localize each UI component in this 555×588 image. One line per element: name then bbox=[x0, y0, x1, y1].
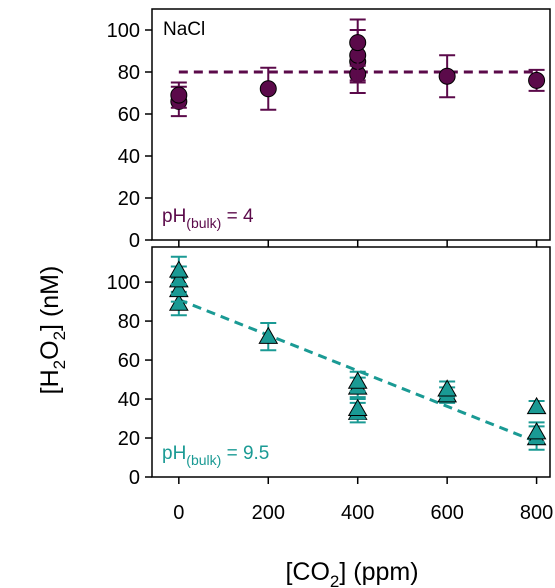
data-point bbox=[438, 67, 456, 85]
data-point bbox=[168, 260, 189, 278]
data-point bbox=[528, 71, 546, 89]
plot-frame-bottom bbox=[151, 246, 551, 478]
x-axis-label: [CO2] (ppm) bbox=[285, 558, 418, 588]
ph-label-value: = 4 bbox=[221, 206, 254, 227]
x-axis-label-open: [CO bbox=[285, 558, 329, 586]
x-axis-label-close: ] (ppm) bbox=[339, 558, 418, 586]
y-tick-label: 80 bbox=[118, 62, 140, 84]
ph-label: pH(bulk) = 4 bbox=[162, 206, 254, 231]
y-tick-label: 0 bbox=[129, 230, 140, 252]
ph-label: pH(bulk) = 9.5 bbox=[162, 443, 269, 468]
y-tick-label: 100 bbox=[107, 20, 140, 42]
ph-label-base: pH bbox=[162, 206, 186, 227]
x-axis-label-sub: 2 bbox=[330, 572, 339, 588]
data-point bbox=[437, 379, 458, 397]
ph-label-subscript: (bulk) bbox=[186, 452, 221, 468]
y-tick-label: 100 bbox=[107, 272, 140, 294]
data-point bbox=[258, 326, 279, 344]
y-tick-label: 20 bbox=[118, 188, 140, 210]
x-tick-label: 800 bbox=[520, 502, 553, 524]
y-axis-label-sub1: 2 bbox=[50, 360, 69, 369]
x-tick-label: 0 bbox=[173, 502, 184, 524]
y-axis-label-sub2: 2 bbox=[50, 331, 69, 340]
x-tick-label: 200 bbox=[252, 502, 285, 524]
data-point bbox=[259, 80, 277, 98]
x-tick-label: 400 bbox=[341, 502, 374, 524]
y-tick-label: 60 bbox=[118, 350, 140, 372]
y-tick-label: 0 bbox=[129, 467, 140, 489]
data-point bbox=[347, 398, 368, 417]
panel-annotation: NaCl bbox=[163, 19, 205, 40]
y-axis-label-mid: O bbox=[36, 340, 64, 359]
y-tick-label: 80 bbox=[118, 311, 140, 333]
y-axis-label-open: [H bbox=[36, 369, 64, 394]
data-point bbox=[526, 396, 547, 415]
ph-label-base: pH bbox=[162, 443, 186, 464]
y-tick-label: 40 bbox=[118, 146, 140, 168]
y-axis-label: [H2O2] (nM) bbox=[36, 266, 69, 395]
y-tick-label: 40 bbox=[118, 389, 140, 411]
bottom-panel: 0 20 40 60 80 100 0 200 400 600 800 pH(bulk) = 9.5 bbox=[107, 246, 553, 524]
y-axis-label-close: ] (nM) bbox=[36, 266, 64, 331]
data-point bbox=[526, 422, 547, 440]
ph-label-subscript: (bulk) bbox=[186, 215, 221, 231]
trend-line bbox=[178, 298, 538, 444]
data-point bbox=[347, 371, 368, 389]
top-panel: 0 20 40 60 80 100 NaCl pH(bulk) = 4 bbox=[107, 8, 551, 252]
data-point bbox=[170, 86, 188, 104]
ph-label-value: = 9.5 bbox=[221, 443, 269, 464]
x-tick-label: 600 bbox=[430, 502, 463, 524]
data-point bbox=[349, 34, 367, 52]
y-tick-label: 20 bbox=[118, 428, 140, 450]
plot-frame-top bbox=[151, 8, 551, 241]
y-tick-label: 60 bbox=[118, 104, 140, 126]
